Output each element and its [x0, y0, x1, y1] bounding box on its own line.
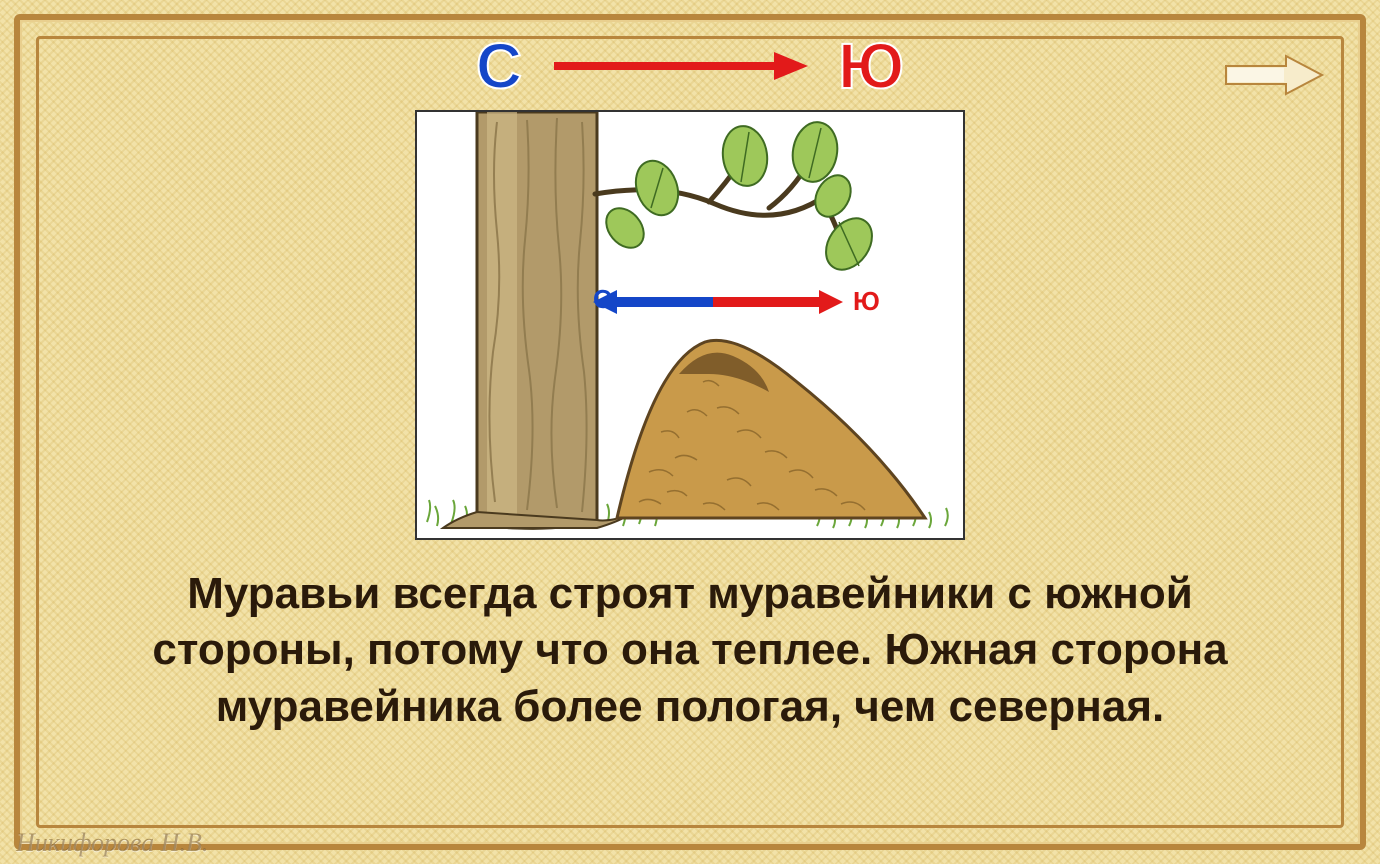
body-text: Муравьи всегда строят муравейники с южно… [80, 566, 1300, 735]
compass-header: С Ю [0, 34, 1380, 98]
slide: С Ю [0, 0, 1380, 864]
south-label: Ю [838, 34, 904, 98]
header-arrow-icon [550, 46, 810, 86]
author-credit: Никифорова Н.В. [16, 828, 208, 858]
north-label: С [476, 34, 522, 98]
arrow-right-icon [1224, 52, 1324, 98]
compass-south-label: Ю [853, 286, 880, 316]
next-button[interactable] [1224, 52, 1324, 98]
illustration: С Ю [415, 110, 965, 540]
